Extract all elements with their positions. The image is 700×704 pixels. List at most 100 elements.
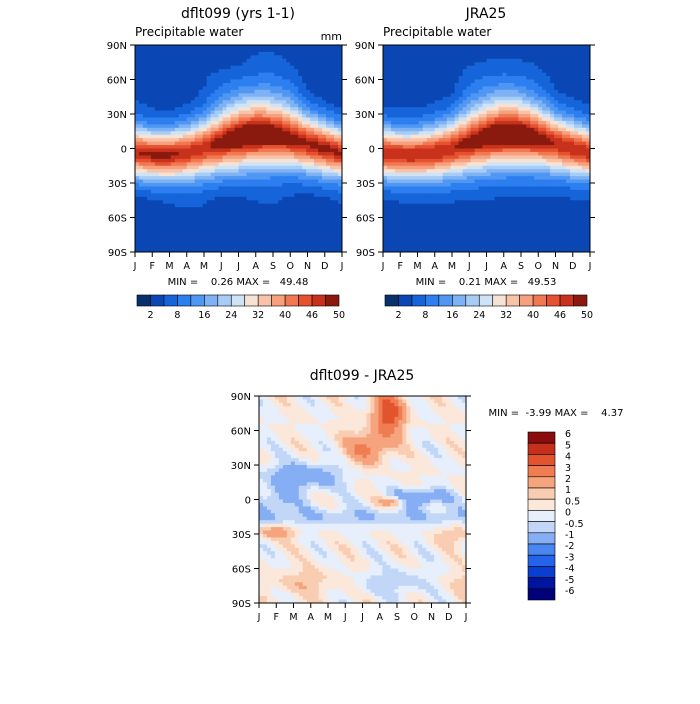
field-cell xyxy=(391,152,395,156)
field-cell xyxy=(403,155,407,159)
field-cell xyxy=(387,152,391,156)
field-cell xyxy=(147,228,151,232)
field-cell xyxy=(475,183,479,187)
field-cell xyxy=(387,200,391,204)
field-cell xyxy=(270,190,274,194)
field-cell xyxy=(246,193,250,197)
field-cell xyxy=(306,104,310,108)
field-cell xyxy=(475,45,479,49)
field-cell xyxy=(274,173,278,177)
field-cell xyxy=(227,211,231,215)
field-cell xyxy=(191,138,195,142)
field-cell xyxy=(471,166,475,170)
field-cell xyxy=(227,66,231,70)
field-cell xyxy=(155,142,159,146)
field-cell xyxy=(318,93,322,97)
field-cell xyxy=(471,62,475,66)
field-cell xyxy=(171,52,175,56)
field-cell xyxy=(423,207,427,211)
field-cell xyxy=(479,59,483,63)
field-cell xyxy=(419,166,423,170)
field-cell xyxy=(302,138,306,142)
field-cell xyxy=(407,224,411,228)
field-cell xyxy=(183,183,187,187)
field-cell xyxy=(435,193,439,197)
field-cell xyxy=(211,173,215,177)
field-cell xyxy=(262,242,266,246)
field-cell xyxy=(326,218,330,222)
field-cell xyxy=(419,55,423,59)
field-cell xyxy=(479,200,483,204)
field-cell xyxy=(290,55,294,59)
field-cell xyxy=(219,100,223,104)
field-cell xyxy=(171,152,175,156)
field-cell xyxy=(302,211,306,215)
field-cell xyxy=(175,235,179,239)
field-cell xyxy=(191,162,195,166)
field-cell xyxy=(447,166,451,170)
field-cell xyxy=(258,48,262,52)
field-cell xyxy=(411,235,415,239)
field-cell xyxy=(395,142,399,146)
field-cell xyxy=(223,76,227,80)
field-cell xyxy=(302,221,306,225)
field-cell xyxy=(302,152,306,156)
field-cell xyxy=(175,186,179,190)
field-cell xyxy=(147,73,151,77)
field-cell xyxy=(171,159,175,163)
field-cell xyxy=(330,183,334,187)
field-cell xyxy=(427,224,431,228)
field-cell xyxy=(483,207,487,211)
field-cell xyxy=(282,114,286,118)
field-cell xyxy=(143,173,147,177)
field-cell xyxy=(419,59,423,63)
field-cell xyxy=(139,221,143,225)
field-cell xyxy=(203,142,207,146)
field-cell xyxy=(498,111,502,115)
field-cell xyxy=(219,117,223,121)
field-cell xyxy=(318,242,322,246)
field-cell xyxy=(330,138,334,142)
field-cell xyxy=(179,73,183,77)
field-cell xyxy=(246,204,250,208)
field-cell xyxy=(278,204,282,208)
field-cell xyxy=(258,214,262,218)
field-cell xyxy=(159,197,163,201)
field-cell xyxy=(135,45,139,49)
field-cell xyxy=(494,245,498,249)
field-cell xyxy=(135,117,139,121)
field-cell xyxy=(211,62,215,66)
field-cell xyxy=(187,138,191,142)
field-cell xyxy=(207,117,211,121)
field-cell xyxy=(310,218,314,222)
field-cell xyxy=(246,200,250,204)
field-cell xyxy=(239,197,243,201)
field-cell xyxy=(246,197,250,201)
field-cell xyxy=(334,48,338,52)
field-cell xyxy=(443,224,447,228)
field-cell xyxy=(447,124,451,128)
field-cell xyxy=(294,124,298,128)
field-cell xyxy=(235,197,239,201)
field-cell xyxy=(278,135,282,139)
field-cell xyxy=(471,193,475,197)
field-cell xyxy=(306,235,310,239)
field-cell xyxy=(322,93,326,97)
field-cell xyxy=(139,52,143,56)
field-cell xyxy=(298,45,302,49)
field-cell xyxy=(415,193,419,197)
field-cell xyxy=(270,90,274,94)
field-cell xyxy=(407,117,411,121)
field-cell xyxy=(302,114,306,118)
field-cell xyxy=(203,100,207,104)
field-cell xyxy=(302,93,306,97)
field-cell xyxy=(423,224,427,228)
field-cell xyxy=(139,190,143,194)
field-cell xyxy=(231,180,235,184)
field-cell xyxy=(455,97,459,101)
field-cell xyxy=(223,149,227,153)
field-cell xyxy=(262,76,266,80)
field-cell xyxy=(467,131,471,135)
field-cell xyxy=(471,100,475,104)
field-cell xyxy=(479,231,483,235)
